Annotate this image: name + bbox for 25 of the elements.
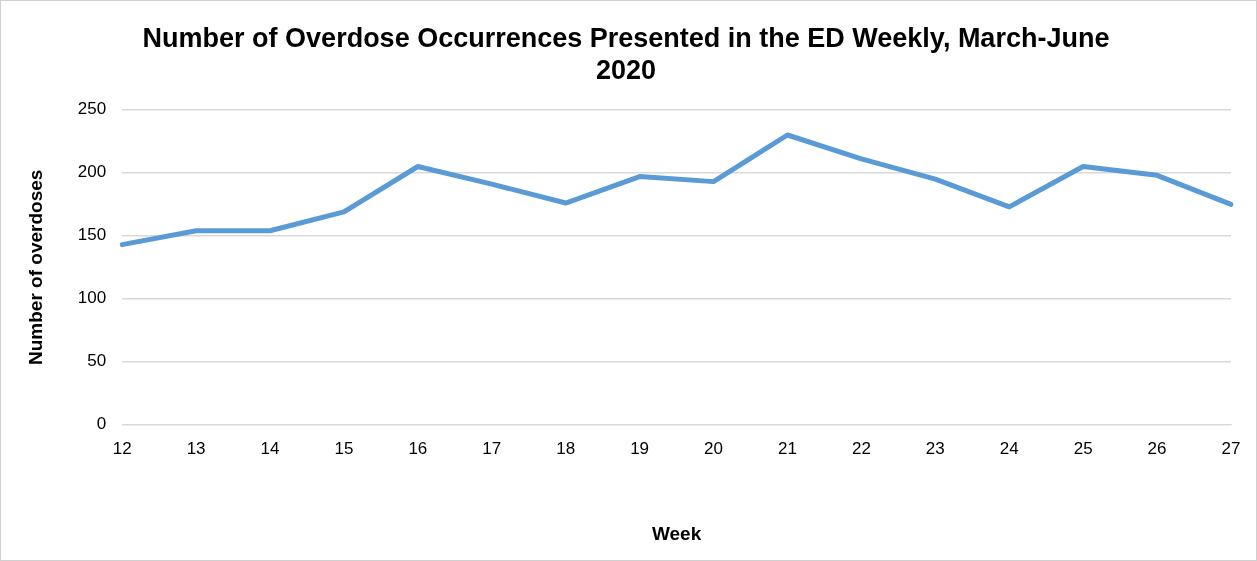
x-tick-label: 16 [408, 438, 428, 458]
x-tick-label: 17 [482, 438, 502, 458]
y-tick-label: 200 [77, 162, 107, 182]
x-tick-label: 27 [1221, 438, 1241, 458]
y-tick-label: 0 [96, 414, 107, 434]
y-tick-label: 150 [77, 225, 107, 245]
x-axis-title: Week [651, 522, 702, 544]
x-tick-label: 22 [851, 438, 871, 458]
chart-title: Number of Overdose Occurrences Presented in the ED Weekly, March-June 2020 [142, 22, 1110, 86]
y-tick-label: 250 [77, 99, 107, 119]
x-tick-label: 20 [704, 438, 723, 458]
x-tick-label: 12 [112, 438, 132, 458]
y-tick-label: 100 [77, 288, 107, 308]
y-axis-title: Number of overdoses [24, 169, 46, 365]
x-tick-label: 19 [630, 438, 650, 458]
x-tick-label: 13 [186, 438, 206, 458]
x-tick-label: 14 [260, 438, 280, 458]
y-tick-label: 50 [87, 351, 107, 371]
x-tick-label: 15 [334, 438, 354, 458]
x-tick-label: 26 [1147, 438, 1167, 458]
x-tick-label: 18 [556, 438, 576, 458]
x-tick-label: 21 [778, 438, 797, 458]
x-tick-label: 25 [1073, 438, 1093, 458]
x-tick-label: 23 [925, 438, 945, 458]
x-tick-label: 24 [999, 438, 1019, 458]
